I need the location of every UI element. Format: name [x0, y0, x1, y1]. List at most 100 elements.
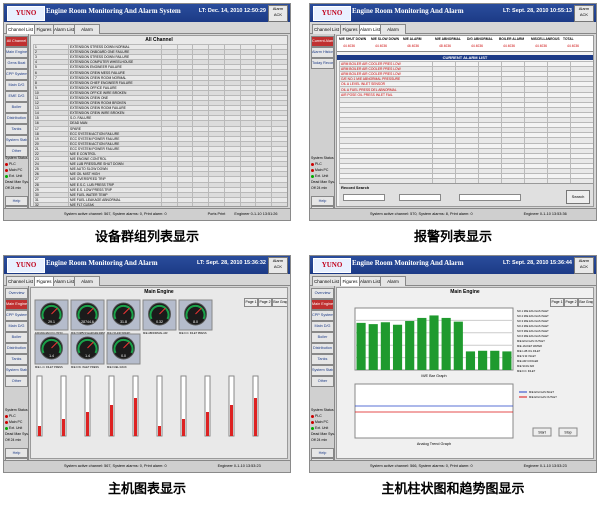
tab-channel-list[interactable]: Channel List [6, 276, 35, 286]
start-button[interactable] [532, 427, 552, 437]
channel-label: NO.6 M/E EXH GAS INLET [517, 334, 549, 338]
bar-trend-chart: M/E Bar Graph NO.1 M/E EXH GAS INLETNO.2 … [354, 307, 578, 446]
sidebar-item[interactable]: Alarm History [311, 47, 334, 58]
tab-channel-list[interactable]: Channel List [312, 276, 341, 286]
caption-bar-trend: 主机柱状图和趋势图显示 [381, 482, 525, 497]
page1-button[interactable]: Page 1 [244, 298, 258, 307]
sidebar-item[interactable]: Boiler [5, 102, 28, 113]
tab-channel-list[interactable]: Channel List [6, 24, 35, 34]
gauge-label: M/E L.O. INLET PRESS [35, 365, 63, 369]
app-header: YUNO Engine Room Monitoring And Alarm LT… [310, 4, 596, 22]
sidebar-item[interactable]: Other [311, 376, 334, 387]
tab-alarm-list[interactable]: Alarm List [359, 276, 381, 286]
sidebar-item[interactable]: System Status [5, 135, 28, 146]
help-button[interactable]: Help [5, 448, 28, 458]
sidebar-item[interactable]: Main Engine [5, 47, 28, 58]
bar [380, 322, 390, 370]
tab-channel-list[interactable]: Channel List [312, 24, 341, 34]
gauge-area: 29.1 ENGINE REVOLUTION 28744.6 M/E TURBOCHA… [34, 299, 259, 437]
help-button[interactable]: Help [311, 448, 334, 458]
alarm-row[interactable] [339, 147, 593, 154]
page2-button[interactable]: Page 2 [258, 298, 272, 307]
tab-alarm-list[interactable]: Alarm List [359, 24, 381, 34]
sidebar-item[interactable]: Tanks [311, 354, 334, 365]
sidebar-item[interactable]: CPP System [5, 310, 28, 321]
sidebar-item[interactable]: Tanks [5, 124, 28, 135]
sidebar-item[interactable]: Main D/G [311, 321, 334, 332]
sidebar-item[interactable]: CPP System [5, 69, 28, 80]
tab-alarm-option[interactable]: Alarm Option [380, 276, 406, 293]
sidebar-item[interactable]: Boiler [5, 332, 28, 343]
alarm-table: ARM BOILER AIR COOLER PRES LOW ARM BOILER… [339, 60, 593, 185]
alarm-time-input[interactable] [459, 194, 521, 201]
summary-value: 44 4036 [375, 44, 387, 48]
help-button[interactable]: Help [5, 196, 28, 206]
bar [478, 350, 488, 370]
tab-figures[interactable]: Figures [340, 24, 360, 34]
alarm-row[interactable]: G/E NO.1 M/E ABNORMAL PRESSURE [339, 76, 593, 83]
bar [441, 317, 451, 370]
status-dot-icon [311, 174, 314, 178]
sidebar-item[interactable]: Overview [311, 288, 334, 299]
page2-button[interactable]: Page 2 [564, 298, 578, 307]
tab-alarm-list[interactable]: Alarm List [53, 24, 75, 34]
alarm-ack-button[interactable]: Alarm ACK [268, 5, 288, 22]
search-button[interactable]: Search [566, 190, 590, 204]
bar-graph-button[interactable]: Bar Graph [578, 298, 593, 307]
sidebar-item[interactable]: Distribution [5, 113, 28, 124]
bar-graph-button[interactable]: Bar Graph [272, 298, 287, 307]
group-select[interactable] [399, 194, 441, 201]
sidebar-item[interactable]: Main D/G [5, 80, 28, 91]
page1-button[interactable]: Page 1 [550, 298, 564, 307]
table-row[interactable]: 32 M/E FLT CLEAK [32, 201, 287, 206]
status-dot-icon [5, 426, 8, 430]
tab-alarm-list[interactable]: Alarm List [53, 276, 75, 286]
sidebar-item[interactable]: Today Record [311, 58, 334, 69]
sidebar-item[interactable]: Other [5, 376, 28, 387]
sidebar-item[interactable]: Main Engine [5, 299, 28, 310]
sidebar-item[interactable]: Boiler [311, 332, 334, 343]
sidebar-item[interactable]: Overview [5, 288, 28, 299]
bar [405, 321, 415, 370]
sidebar-item[interactable]: System Status [311, 365, 334, 376]
sidebar-item[interactable]: Tanks [5, 354, 28, 365]
status-bar: System active channel: 567, System alarm… [4, 460, 290, 472]
tab-alarm-option[interactable]: Alarm Option [380, 24, 406, 41]
tab-alarm-option[interactable]: Alarm Option [74, 24, 100, 41]
table-row[interactable]: 8 EXTENSION CHIEF ENGINEER FAILURE [32, 79, 287, 86]
sidebar-item[interactable]: Main D/G [5, 321, 28, 332]
search-input[interactable] [343, 194, 385, 201]
tab-figures[interactable]: Figures [34, 24, 54, 34]
sidebar-item[interactable]: Main Engine [311, 299, 334, 310]
thermo-level [206, 412, 209, 436]
stop-button[interactable] [558, 427, 578, 437]
sidebar-item[interactable]: Gens Boat [5, 58, 28, 69]
bar [453, 321, 463, 370]
ext-unit-status: Ext. Unit [5, 174, 22, 178]
sidebar-item[interactable]: EME D/G [5, 91, 28, 102]
alarm-row[interactable]: ARM BOILER AIR COOLER PRES LOW [339, 71, 593, 78]
tab-figures[interactable]: Figures [340, 276, 360, 286]
ext-unit-status-text: Ext. Unit [315, 174, 329, 178]
help-button[interactable]: Help [311, 196, 334, 206]
sidebar-item[interactable]: All Channel [5, 36, 28, 47]
sidebar-item[interactable]: Distribution [311, 343, 334, 354]
tab-figures[interactable]: Figures [34, 276, 54, 286]
dead-man-label-text: Dead Man Sys. [311, 180, 335, 184]
alarm-ack-button[interactable]: Alarm ACK [574, 257, 594, 274]
alarm-ack-button[interactable]: Alarm ACK [268, 257, 288, 274]
sidebar-item[interactable]: CPP System [311, 310, 334, 321]
table-row[interactable]: 24 M/E LUB PRESSURE SHUT DOWN [32, 161, 287, 168]
tab-alarm-option[interactable]: Alarm Option [74, 276, 100, 293]
table-row[interactable]: 30 M/E FUEL WATER TEMP [32, 191, 287, 198]
main-pc-status: Main PC [311, 420, 328, 424]
alarm-ack-button[interactable]: Alarm ACK [574, 5, 594, 22]
status-dot-icon [311, 420, 314, 424]
sidebar-item[interactable]: Current Alarm [311, 36, 334, 47]
yuno-logo: YUNO [313, 258, 351, 273]
sidebar-item[interactable]: Distribution [5, 343, 28, 354]
gauge-arc [77, 304, 98, 320]
sidebar-item[interactable]: Other [5, 146, 28, 157]
dead-man-label: Dead Man Sys. [311, 432, 335, 436]
sidebar-item[interactable]: System Status [5, 365, 28, 376]
